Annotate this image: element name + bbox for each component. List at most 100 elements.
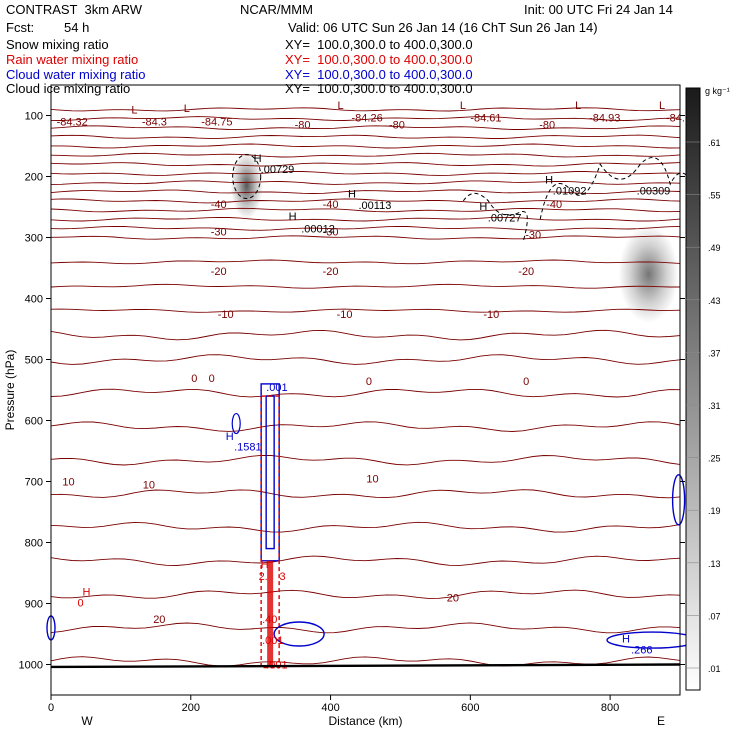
center-label: NCAR/MMM (240, 2, 313, 17)
colorbar-tick-label: .37 (708, 348, 721, 358)
temperature-label: -80 (539, 120, 555, 132)
y-tick-label: 600 (25, 416, 43, 428)
temperature-label: 20 (153, 614, 165, 626)
temperature-contour-line (51, 171, 680, 176)
colorbar-tick-label: .01 (708, 664, 721, 674)
temperature-contour-line (51, 354, 680, 365)
temperature-contour-line (51, 589, 680, 599)
extrema-label: H (261, 559, 269, 571)
temperature-contour-line (51, 207, 680, 213)
snow-contour-left (232, 154, 262, 199)
extrema-label: L (460, 100, 466, 112)
temperature-contour-line (51, 622, 680, 634)
extrema-label: .00012 (301, 223, 335, 235)
snow-contour-right (539, 157, 701, 220)
extrema-label: .40 (262, 614, 277, 626)
temperature-label: -30 (323, 226, 339, 238)
cloud-water-small (231, 412, 241, 435)
extrema-label: H (348, 189, 356, 201)
y-tick-label: 700 (25, 477, 43, 489)
temperature-contour-line (51, 107, 680, 112)
plot-frame (50, 84, 681, 696)
x-tick-label: 400 (321, 702, 339, 714)
y-tick-label: 900 (25, 599, 43, 611)
temperature-label: -10 (218, 309, 234, 321)
valid-time: Valid: 06 UTC Sun 26 Jan 14 (16 ChT Sun … (288, 20, 598, 35)
extrema-label: -84.61 (470, 112, 501, 124)
temperature-label: 0 (209, 373, 215, 385)
temperature-contour-line (51, 180, 680, 185)
temperature-contour-line (51, 308, 680, 313)
temperature-contour-line (51, 521, 680, 533)
temperature-label: 10 (143, 480, 155, 492)
legend-label-snow: Snow mixing ratio (6, 37, 109, 52)
temperature-label: -10 (337, 309, 353, 321)
y-tick-label: 100 (25, 111, 43, 123)
temperature-label: 10 (366, 473, 378, 485)
y-tick-label: 400 (25, 294, 43, 306)
colorbar-tick-label: .49 (708, 243, 721, 253)
temperature-label: -80 (389, 120, 405, 132)
colorbar-tick-label: .19 (708, 506, 721, 516)
colorbar-unit: g kg⁻¹ (705, 86, 730, 96)
ice-blob-0 (230, 152, 263, 220)
colorbar-tick-label: .25 (708, 454, 721, 464)
extrema-label: -84.3 (142, 117, 167, 129)
extrema-label: .00727 (488, 212, 522, 224)
extrema-label: -84.93 (589, 112, 620, 124)
legend-xy-rain: XY= 100.0,300.0 to 400.0,300.0 (285, 52, 473, 67)
extrema-label: L (338, 100, 344, 112)
extrema-label: .001 (266, 382, 287, 394)
west-label: W (81, 714, 93, 728)
temperature-label: 0 (366, 376, 372, 388)
ice-blob-1 (618, 225, 679, 323)
temperature-contour-line (51, 125, 680, 131)
temperature-label: -30 (211, 226, 227, 238)
y-tick-label: 300 (25, 233, 43, 245)
colorbar-tick-label: .13 (708, 559, 721, 569)
legend-label-cloud-ice: Cloud ice mixing ratio (6, 81, 131, 96)
temperature-contour-line (51, 216, 680, 222)
y-tick-label: 1000 (19, 660, 43, 672)
legend-label-rain: Rain water mixing ratio (6, 52, 139, 67)
temperature-label: 0 (191, 373, 197, 385)
temperature-contour-line (51, 225, 680, 231)
extrema-label: L (659, 100, 665, 112)
extrema-label: .00309 (637, 186, 671, 198)
extrema-label: H (254, 153, 262, 165)
extrema-label: -84.75 (201, 117, 232, 129)
extrema-label: L (575, 100, 581, 112)
temperature-label: 10 (62, 477, 74, 489)
extrema-label: .266 (631, 644, 652, 656)
temperature-contour-line (51, 489, 680, 499)
temperature-label: -40 (211, 199, 227, 211)
temperature-contour-line (51, 162, 680, 167)
extrema-label: .1581 (234, 442, 262, 454)
x-axis-label: Distance (km) (328, 714, 402, 728)
temperature-label: 0 (523, 376, 529, 388)
extrema-label: -84. (666, 112, 685, 124)
x-tick-label: 800 (601, 702, 619, 714)
extrema-label: 3 (280, 571, 286, 583)
y-tick-label: 800 (25, 538, 43, 550)
extrema-label: L (131, 104, 137, 116)
colorbar (685, 87, 701, 691)
snow-contour-mid (462, 192, 528, 242)
extrema-label: .00729 (261, 164, 295, 176)
rain-water-core (267, 560, 274, 668)
temperature-contour-line (51, 329, 680, 341)
cloud-water-column (260, 383, 280, 562)
extrema-label: H (479, 201, 487, 213)
cloud-water-edge (671, 474, 686, 526)
extrema-label: H (289, 211, 297, 223)
extrema-label: .001 (262, 635, 283, 647)
legend-xy-cloud-water: XY= 100.0,300.0 to 400.0,300.0 (285, 67, 473, 82)
y-axis-label: Pressure (hPa) (3, 350, 17, 431)
temperature-contour-line (51, 189, 680, 195)
colorbar-tick-label: .55 (708, 191, 721, 201)
temperature-contour-line (51, 421, 680, 432)
x-tick-label: 0 (48, 702, 54, 714)
temperature-label: -80 (295, 120, 311, 132)
temperature-label: -10 (483, 309, 499, 321)
